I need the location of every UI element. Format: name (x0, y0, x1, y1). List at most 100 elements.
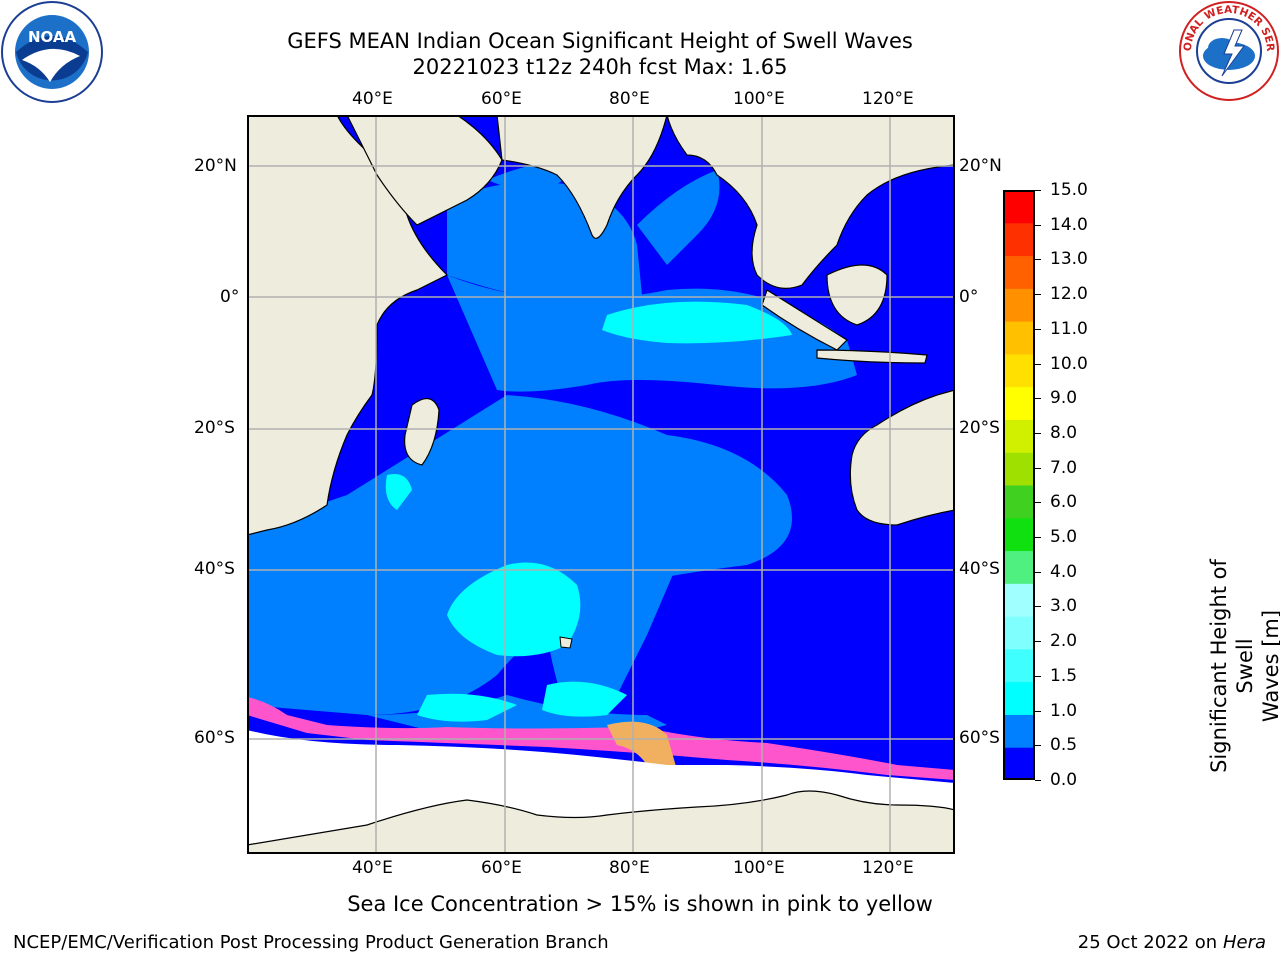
lon-label-top-120e: 120°E (862, 89, 914, 109)
colorbar-tick-label: 7.0 (1050, 457, 1078, 478)
colorbar-label-line2: Waves [m] (1259, 609, 1280, 723)
chart-title-line1: GEFS MEAN Indian Ocean Significant Heigh… (287, 29, 913, 53)
nws-logo: NATIONAL WEATHER SERVICE (1174, 0, 1280, 102)
antarctica-landmass (247, 790, 955, 854)
colorbar-tick-label: 2.0 (1050, 631, 1078, 652)
lon-label-bottom-120e: 120°E (862, 858, 914, 878)
lat-label-left-40s: 40°S (194, 559, 235, 579)
colorbar-segment (1003, 681, 1035, 715)
borneo-landmass (826, 264, 888, 326)
colorbar-ticks: 0.0 0.5 1.0 1.5 2.0 3.0 4.0 5.0 6.0 7.0 8.0 9.0 10.0… (1035, 180, 1105, 790)
colorbar-tick-mark (1035, 641, 1041, 643)
lon-label-bottom-60e: 60°E (481, 858, 522, 878)
colorbar-tick-mark (1035, 432, 1041, 434)
colorbar-tick-mark (1035, 780, 1041, 781)
colorbar-tick-label: 6.0 (1050, 492, 1078, 513)
map-svg (247, 115, 955, 854)
sea-ice-note: Sea Ice Concentration > 15% is shown in … (347, 892, 933, 916)
colorbar-tick-label: 1.0 (1050, 700, 1078, 721)
colorbar-tick-mark (1035, 467, 1041, 469)
noaa-logo-text: NOAA (28, 28, 77, 46)
colorbar-segment (1003, 714, 1035, 748)
colorbar-tick-mark (1035, 710, 1041, 712)
swell-band-0.5-1.0 (247, 162, 857, 738)
colorbar-label-line1: Significant Height of Swell (1207, 559, 1257, 773)
colorbar-tick-mark (1035, 294, 1041, 296)
colorbar-tick-mark (1035, 745, 1041, 747)
colorbar-tick-label: 11.0 (1050, 318, 1088, 339)
india-landmass (496, 115, 668, 239)
graticule (247, 115, 955, 854)
colorbar-segment (1003, 583, 1035, 617)
colorbar-segment (1003, 288, 1035, 322)
colorbar-tick-label: 0.0 (1050, 770, 1078, 790)
lat-label-right-40s: 40°S (959, 559, 1000, 579)
colorbar-tick-label: 13.0 (1050, 249, 1088, 270)
madagascar-landmass (404, 398, 440, 466)
lon-label-top-60e: 60°E (481, 89, 522, 109)
colorbar-tick-mark (1035, 537, 1041, 539)
footer-date-text: 25 Oct 2022 on (1077, 932, 1223, 953)
map-frame (247, 115, 955, 854)
map-panel (247, 115, 955, 854)
colorbar-tick-label: 8.0 (1050, 422, 1078, 443)
noaa-logo: NOAA (0, 0, 104, 104)
colorbar-tick-label: 5.0 (1050, 527, 1078, 548)
colorbar-segment (1003, 517, 1035, 552)
colorbar-svg (1003, 190, 1035, 781)
lon-label-bottom-100e: 100°E (733, 858, 785, 878)
colorbar-tick-label: 4.0 (1050, 561, 1078, 582)
colorbar-tick-mark (1035, 675, 1041, 677)
colorbar-tick-mark (1035, 259, 1041, 261)
lat-label-right-0: 0° (959, 287, 979, 307)
australia-landmass (849, 389, 955, 526)
lat-label-left-20n: 20°N (194, 156, 237, 176)
lat-label-right-20s: 20°S (959, 418, 1000, 438)
sea-ice-orange (607, 721, 677, 775)
colorbar-tick-mark (1035, 398, 1041, 400)
footer-date: 25 Oct 2022 on Hera (1078, 932, 1266, 953)
colorbar-segment (1003, 616, 1035, 650)
lon-label-bottom-80e: 80°E (609, 858, 650, 878)
colorbar-tick-label: 12.0 (1050, 284, 1088, 305)
colorbar-tick-mark (1035, 363, 1041, 365)
colorbar-segment (1003, 222, 1035, 257)
colorbar-tick-label: 3.0 (1050, 596, 1078, 617)
footer-credit: NCEP/EMC/Verification Post Processing Pr… (13, 932, 609, 953)
colorbar-tick-mark (1035, 190, 1041, 191)
colorbar-tick-label: 15.0 (1050, 180, 1088, 200)
colorbar-segment (1003, 747, 1035, 781)
java-landmass (816, 349, 928, 364)
footer-machine: Hera (1222, 932, 1266, 953)
colorbar-tick-mark (1035, 571, 1041, 573)
lat-label-left-20s: 20°S (194, 418, 235, 438)
kerguelen-island (559, 636, 573, 649)
arabia-landmass (346, 115, 503, 226)
southeast-asia-landmass (666, 115, 955, 289)
colorbar-label: Significant Height of Swell Waves [m] (1206, 536, 1280, 796)
colorbar-tick-label: 10.0 (1050, 353, 1088, 374)
lon-label-bottom-40e: 40°E (352, 858, 393, 878)
colorbar-segment (1003, 452, 1035, 486)
colorbar-tick-mark (1035, 502, 1041, 504)
colorbar-tick-label: 14.0 (1050, 214, 1088, 235)
lon-label-top-100e: 100°E (733, 89, 785, 109)
colorbar-tick-label: 9.0 (1050, 388, 1078, 409)
colorbar-tick-label: 1.5 (1050, 665, 1078, 686)
lat-label-right-60s: 60°S (959, 728, 1000, 748)
colorbar-segment (1003, 550, 1035, 584)
lon-label-top-40e: 40°E (352, 89, 393, 109)
swell-band-1.0-1.5 (385, 301, 792, 722)
chart-title-line2: 20221023 t12z 240h fcst Max: 1.65 (412, 55, 788, 79)
colorbar-tick-mark (1035, 328, 1041, 330)
colorbar-segment (1003, 485, 1035, 519)
colorbar-segment (1003, 648, 1035, 683)
colorbar-border (1003, 190, 1035, 780)
lat-label-left-60s: 60°S (194, 728, 235, 748)
colorbar-segment (1003, 386, 1035, 420)
colorbar-segment (1003, 321, 1035, 355)
colorbar-segment (1003, 419, 1035, 453)
colorbar-tick-mark (1035, 224, 1041, 226)
lat-label-left-0: 0° (220, 287, 240, 307)
colorbar-segment (1003, 255, 1035, 289)
